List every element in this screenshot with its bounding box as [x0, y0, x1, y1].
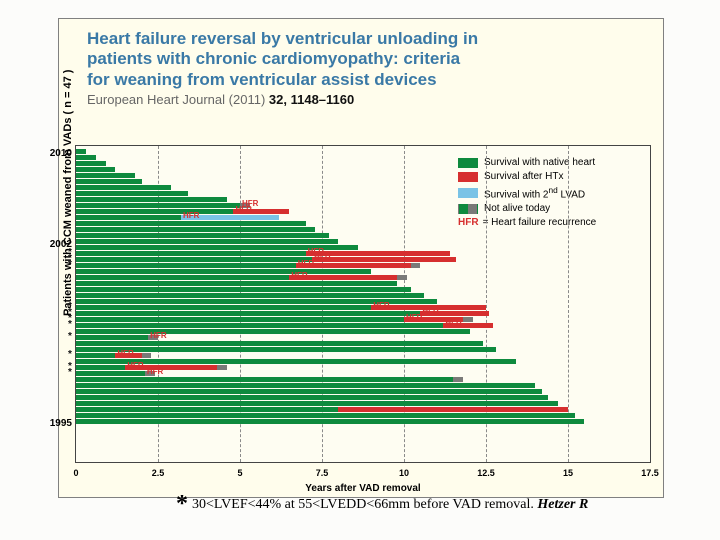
segment-native	[76, 149, 86, 154]
x-tick-label: 5	[237, 468, 242, 478]
segment-native	[76, 209, 233, 214]
segment-dead	[142, 353, 152, 358]
title-line-2: patients with chronic cardiomyopathy: cr…	[87, 49, 647, 69]
segment-native	[76, 377, 453, 382]
title-line-3: for weaning from ventricular assist devi…	[87, 70, 647, 90]
footnote-star-icon: *	[176, 491, 188, 517]
segment-native	[76, 227, 315, 232]
journal-year: (2011)	[229, 92, 266, 107]
x-tick-label: 12.5	[477, 468, 495, 478]
segment-native	[76, 155, 96, 160]
segment-native	[76, 413, 575, 418]
segment-native	[76, 371, 145, 376]
segment-native	[76, 221, 306, 226]
hfr-marker: HFR	[127, 361, 143, 370]
x-tick-label: 0	[73, 468, 78, 478]
journal-citation: European Heart Journal (2011) 32, 1148–1…	[59, 92, 663, 109]
segment-native	[76, 341, 483, 346]
segment-native	[76, 335, 148, 340]
hfr-marker: HFR	[235, 205, 251, 214]
x-tick-label: 10	[399, 468, 409, 478]
segment-native	[76, 179, 142, 184]
segment-native	[76, 251, 306, 256]
segment-native	[76, 269, 371, 274]
segment-native	[76, 407, 338, 412]
patient-row	[76, 419, 650, 425]
hfr-marker: HFR	[422, 307, 438, 316]
segment-native	[76, 275, 289, 280]
segment-native	[76, 347, 496, 352]
hfr-marker: HFR	[150, 331, 166, 340]
segment-native	[76, 167, 115, 172]
hfr-marker: HFR	[147, 367, 163, 376]
segment-native	[76, 161, 106, 166]
criteria-star-icon: *	[68, 331, 72, 342]
hfr-marker: HFR	[291, 271, 307, 280]
criteria-star-icon: *	[68, 319, 72, 330]
figure-frame: Heart failure reversal by ventricular un…	[58, 18, 664, 498]
segment-native	[76, 311, 420, 316]
segment-native	[76, 233, 329, 238]
segment-htx	[338, 407, 568, 412]
segment-native	[76, 173, 135, 178]
footnote-text: 30<LVEF<44% at 55<LVEDD<66mm before VAD …	[192, 497, 534, 512]
footnote-author: Hetzer R	[537, 497, 588, 512]
segment-dead	[453, 377, 463, 382]
segment-native	[76, 185, 171, 190]
x-tick-label: 7.5	[316, 468, 329, 478]
segment-native	[76, 395, 548, 400]
y-axis-label: Patients with CCM weaned from VADs ( n =…	[62, 70, 74, 316]
x-tick-label: 2.5	[152, 468, 165, 478]
hfr-marker: HFR	[373, 301, 389, 310]
criteria-star-icon: *	[68, 367, 72, 378]
segment-native	[76, 419, 584, 424]
criteria-star-icon: *	[68, 259, 72, 270]
x-tick-label: 15	[563, 468, 573, 478]
segment-native	[76, 197, 227, 202]
y-tick-label: 2010	[44, 148, 72, 159]
segment-dead	[397, 275, 407, 280]
segment-native	[76, 203, 240, 208]
survival-plot: Survival with native heartSurvival after…	[75, 145, 651, 463]
segment-native	[76, 293, 424, 298]
segment-native	[76, 401, 558, 406]
segment-native	[76, 365, 125, 370]
segment-dead	[463, 317, 473, 322]
segment-native	[76, 353, 115, 358]
segment-dead	[411, 263, 421, 268]
journal-pages: 1148–1160	[291, 92, 355, 107]
hfr-marker: HFR	[314, 253, 330, 262]
segment-dead	[217, 365, 227, 370]
segment-native	[76, 305, 371, 310]
segment-native	[76, 281, 397, 286]
slide-root: Heart failure reversal by ventricular un…	[0, 0, 720, 540]
title-line-1: Heart failure reversal by ventricular un…	[87, 29, 647, 49]
segment-native	[76, 263, 296, 268]
hfr-marker: HFR	[298, 259, 314, 268]
journal-volume: 32,	[269, 92, 287, 107]
journal-name: European Heart Journal	[87, 92, 225, 107]
criteria-star-icon: *	[68, 349, 72, 360]
segment-native	[76, 383, 535, 388]
segment-native	[76, 389, 542, 394]
hfr-marker: HFR	[445, 319, 461, 328]
footnote: * 30<LVEF<44% at 55<LVEDD<66mm before VAD…	[176, 491, 588, 518]
y-tick-label: 1995	[44, 418, 72, 429]
paper-title: Heart failure reversal by ventricular un…	[59, 19, 663, 92]
segment-native	[76, 215, 181, 220]
segment-htx	[312, 257, 456, 262]
hfr-marker: HFR	[183, 211, 199, 220]
x-tick-label: 17.5	[641, 468, 659, 478]
hfr-marker: HFR	[117, 349, 133, 358]
segment-native	[76, 287, 411, 292]
segment-native	[76, 257, 312, 262]
hfr-marker: HFR	[406, 313, 422, 322]
segment-native	[76, 191, 188, 196]
segment-native	[76, 239, 338, 244]
segment-native	[76, 323, 443, 328]
segment-native	[76, 329, 470, 334]
segment-native	[76, 317, 404, 322]
